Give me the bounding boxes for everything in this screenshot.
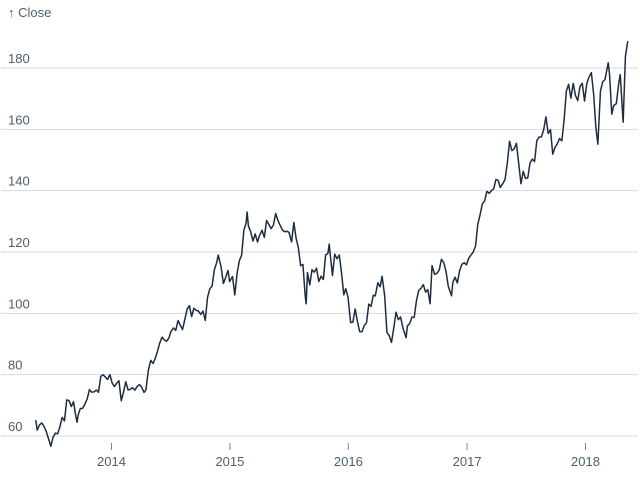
x-tick-label-2017: 2017	[453, 454, 482, 469]
y-tick-label-180: 180	[8, 51, 30, 66]
series-layer	[35, 40, 629, 448]
grid-layer	[1, 67, 638, 437]
y-tick-label-80: 80	[8, 358, 22, 373]
y-axis-title: ↑ Close	[8, 5, 51, 20]
x-tick-label-2015: 2015	[215, 454, 244, 469]
x-tick-label-2018: 2018	[571, 454, 600, 469]
y-tick-label-120: 120	[8, 235, 30, 250]
axis-layer: 60 80 100 120 140 160 180 2014 2015 2016 2017 2018	[8, 51, 600, 469]
x-tick-label-2016: 2016	[334, 454, 363, 469]
y-tick-label-160: 160	[8, 112, 30, 127]
x-tick-label-2014: 2014	[97, 454, 126, 469]
y-tick-label-140: 140	[8, 174, 30, 189]
y-tick-label-60: 60	[8, 419, 22, 434]
y-tick-label-100: 100	[8, 296, 30, 311]
price-line	[35, 40, 629, 448]
